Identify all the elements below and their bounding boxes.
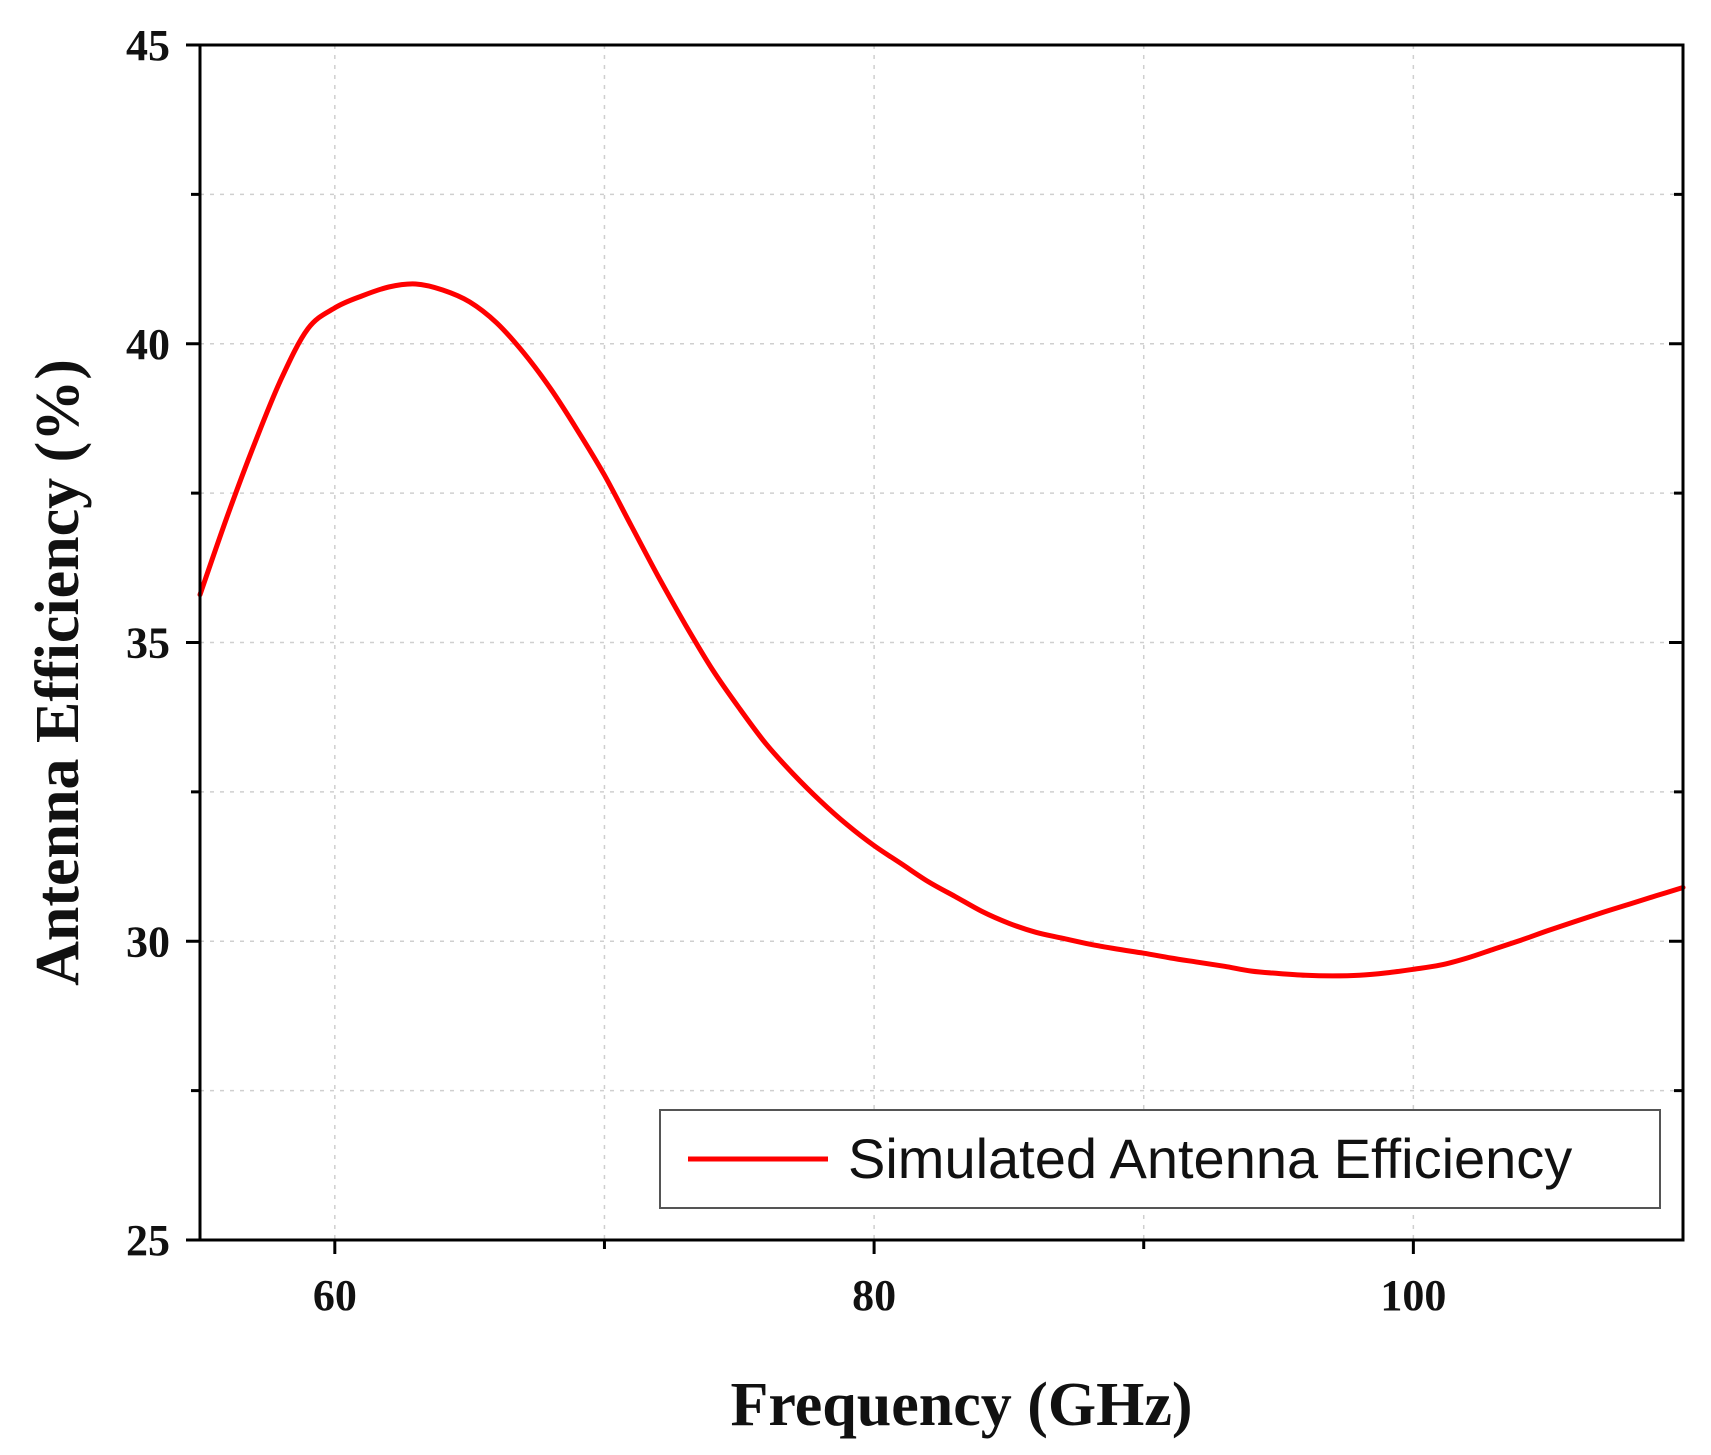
y-tick-label-25: 25: [126, 1216, 170, 1265]
series-line-simulated-antenna-efficiency: [197, 281, 1686, 979]
tick-labels: 60 80 100 25 30 35 40 45: [126, 21, 1446, 1320]
x-tick-label-100: 100: [1380, 1271, 1446, 1320]
grid-lines: [200, 45, 1683, 1240]
y-tick-label-45: 45: [126, 21, 170, 70]
legend-label: Simulated Antenna Efficiency: [848, 1127, 1572, 1190]
x-axis-title: Frequency (GHz): [730, 1371, 1192, 1439]
legend: Simulated Antenna Efficiency: [659, 1109, 1661, 1209]
y-tick-label-40: 40: [126, 320, 170, 369]
y-tick-label-35: 35: [126, 619, 170, 668]
axis-ticks: [186, 43, 1683, 1254]
series-layer: [197, 281, 1686, 979]
y-tick-label-30: 30: [126, 917, 170, 966]
x-tick-label-80: 80: [852, 1271, 896, 1320]
x-tick-label-60: 60: [313, 1271, 357, 1320]
y-axis-title: Antenna Efficiency (%): [24, 359, 92, 986]
